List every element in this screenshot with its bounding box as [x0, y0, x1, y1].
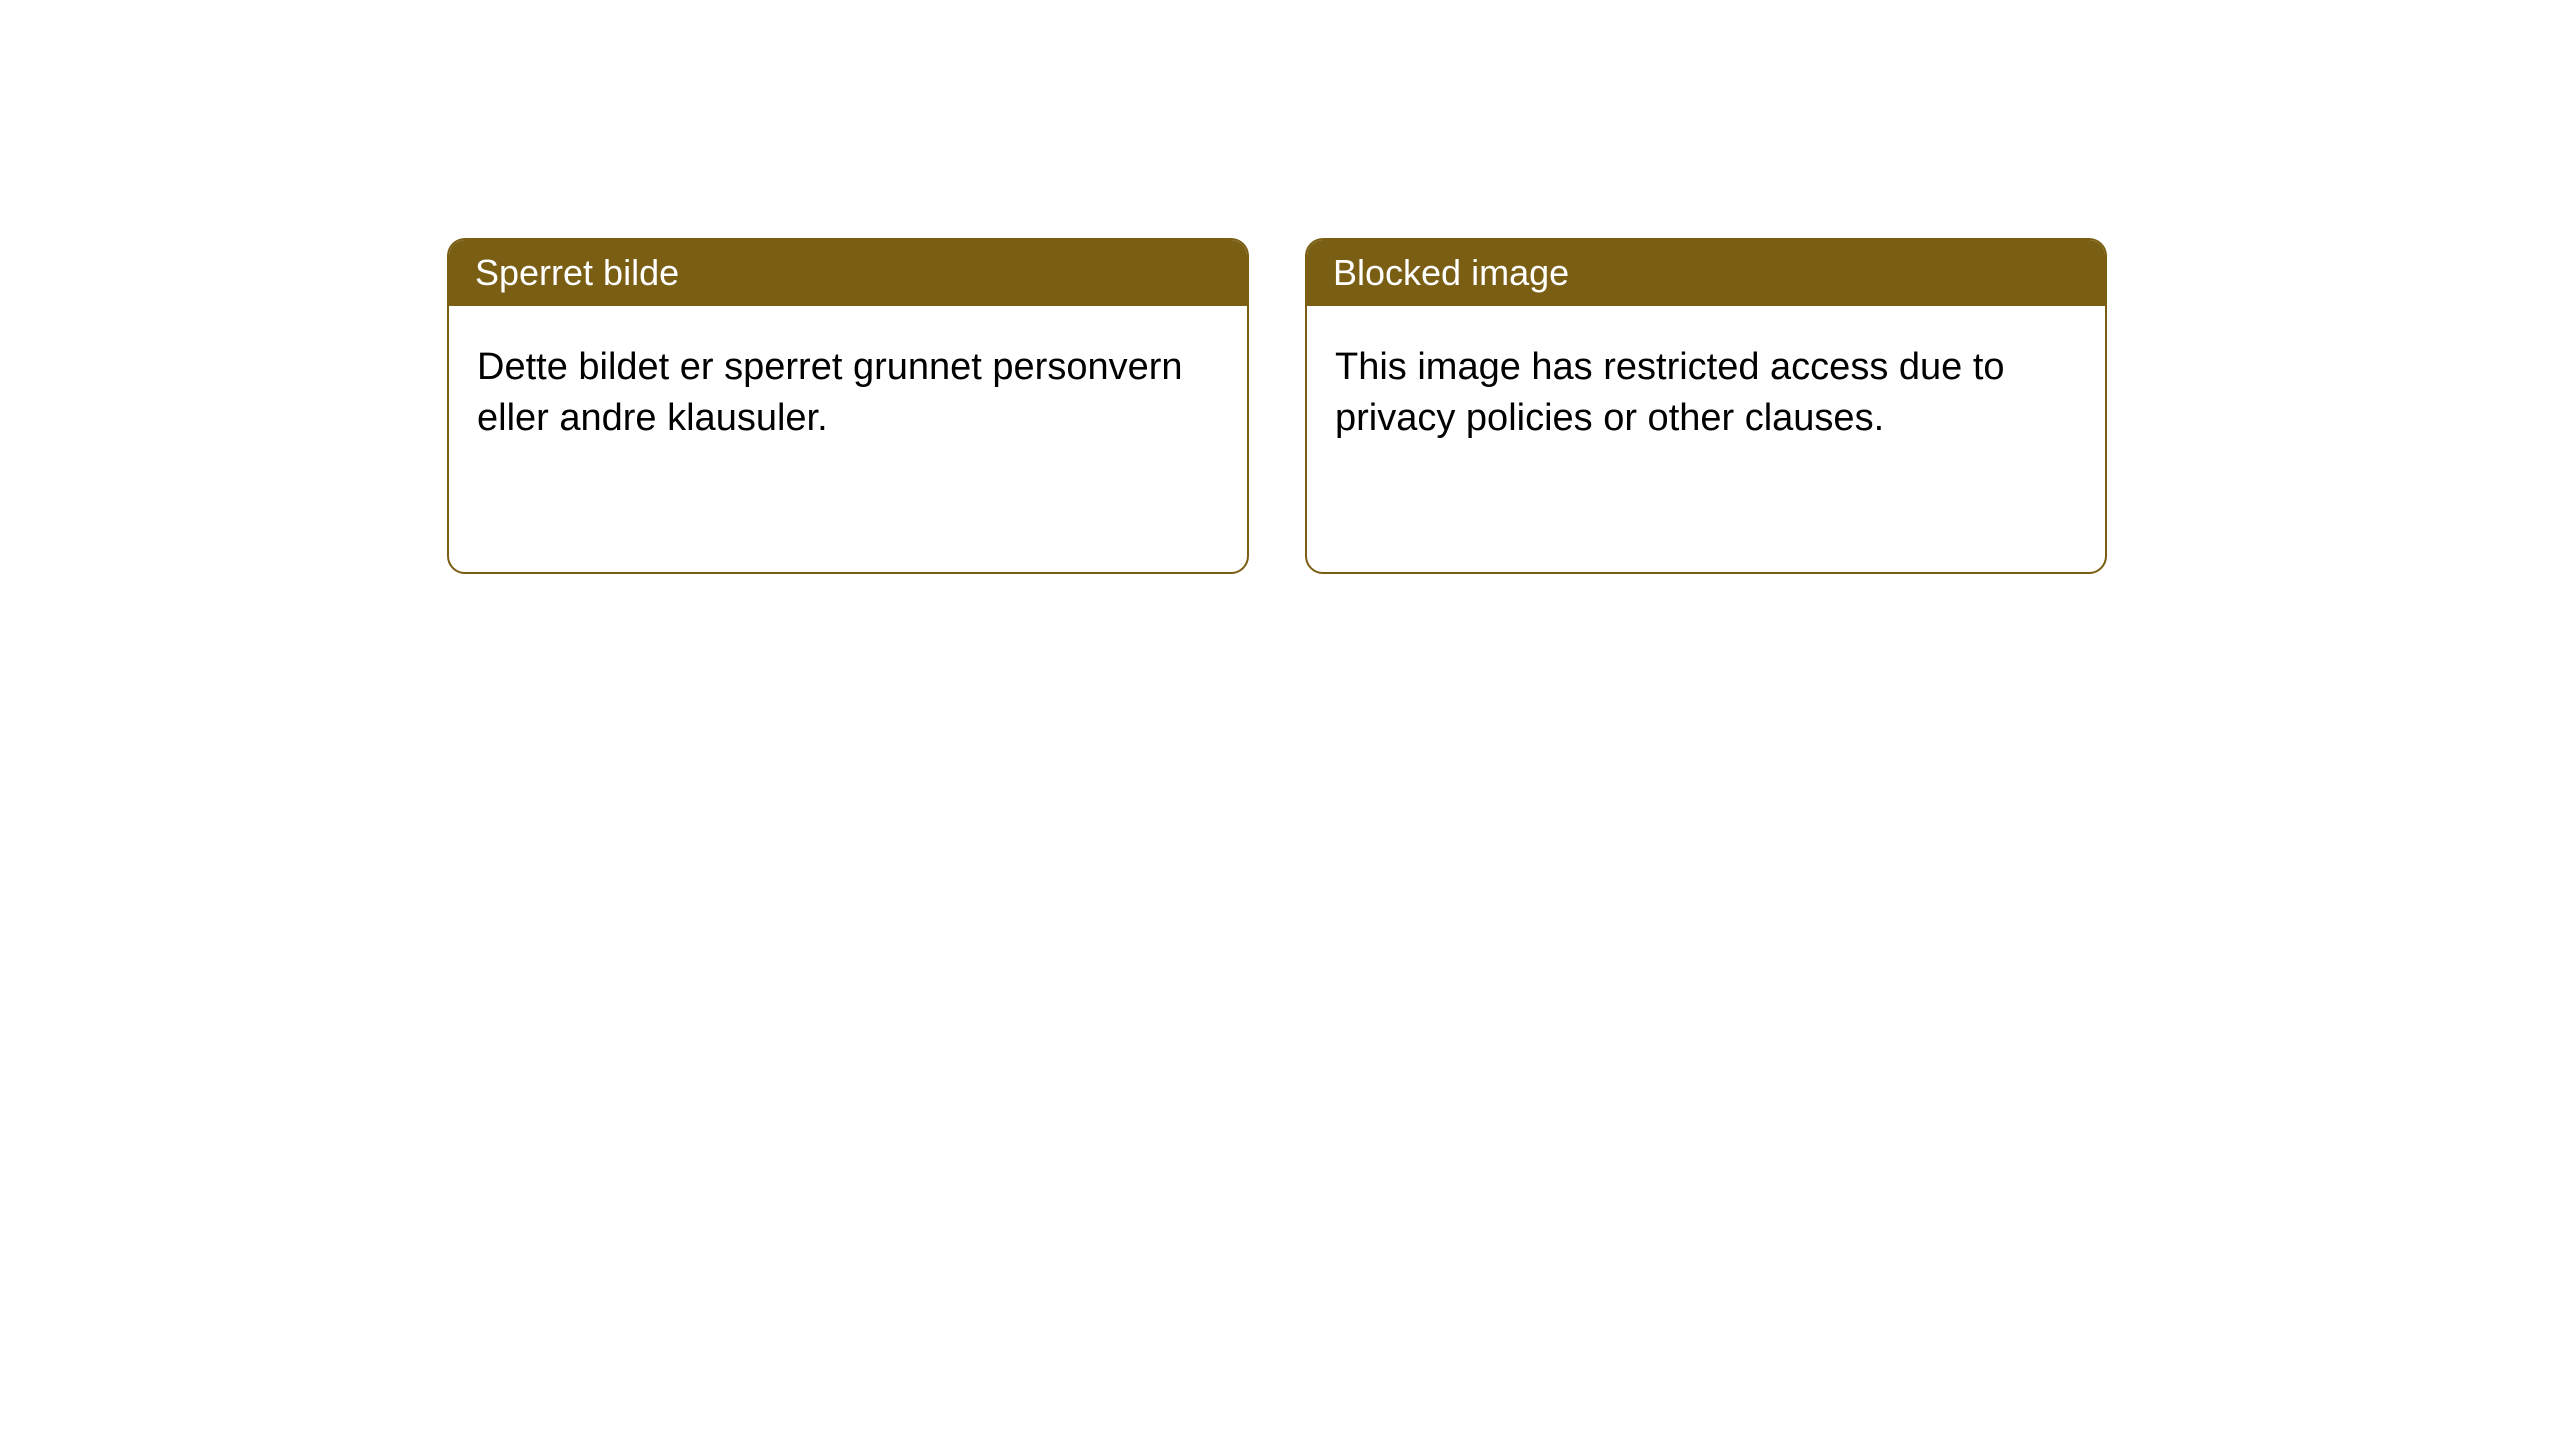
card-header: Blocked image [1307, 240, 2105, 306]
notice-cards-container: Sperret bilde Dette bildet er sperret gr… [0, 0, 2560, 574]
notice-card-english: Blocked image This image has restricted … [1305, 238, 2107, 574]
card-body: This image has restricted access due to … [1307, 306, 2105, 481]
card-body: Dette bildet er sperret grunnet personve… [449, 306, 1247, 481]
card-header: Sperret bilde [449, 240, 1247, 306]
card-header-text: Sperret bilde [475, 252, 679, 293]
card-body-text: Dette bildet er sperret grunnet personve… [477, 346, 1183, 439]
card-header-text: Blocked image [1333, 252, 1569, 293]
card-body-text: This image has restricted access due to … [1335, 346, 2005, 439]
notice-card-norwegian: Sperret bilde Dette bildet er sperret gr… [447, 238, 1249, 574]
